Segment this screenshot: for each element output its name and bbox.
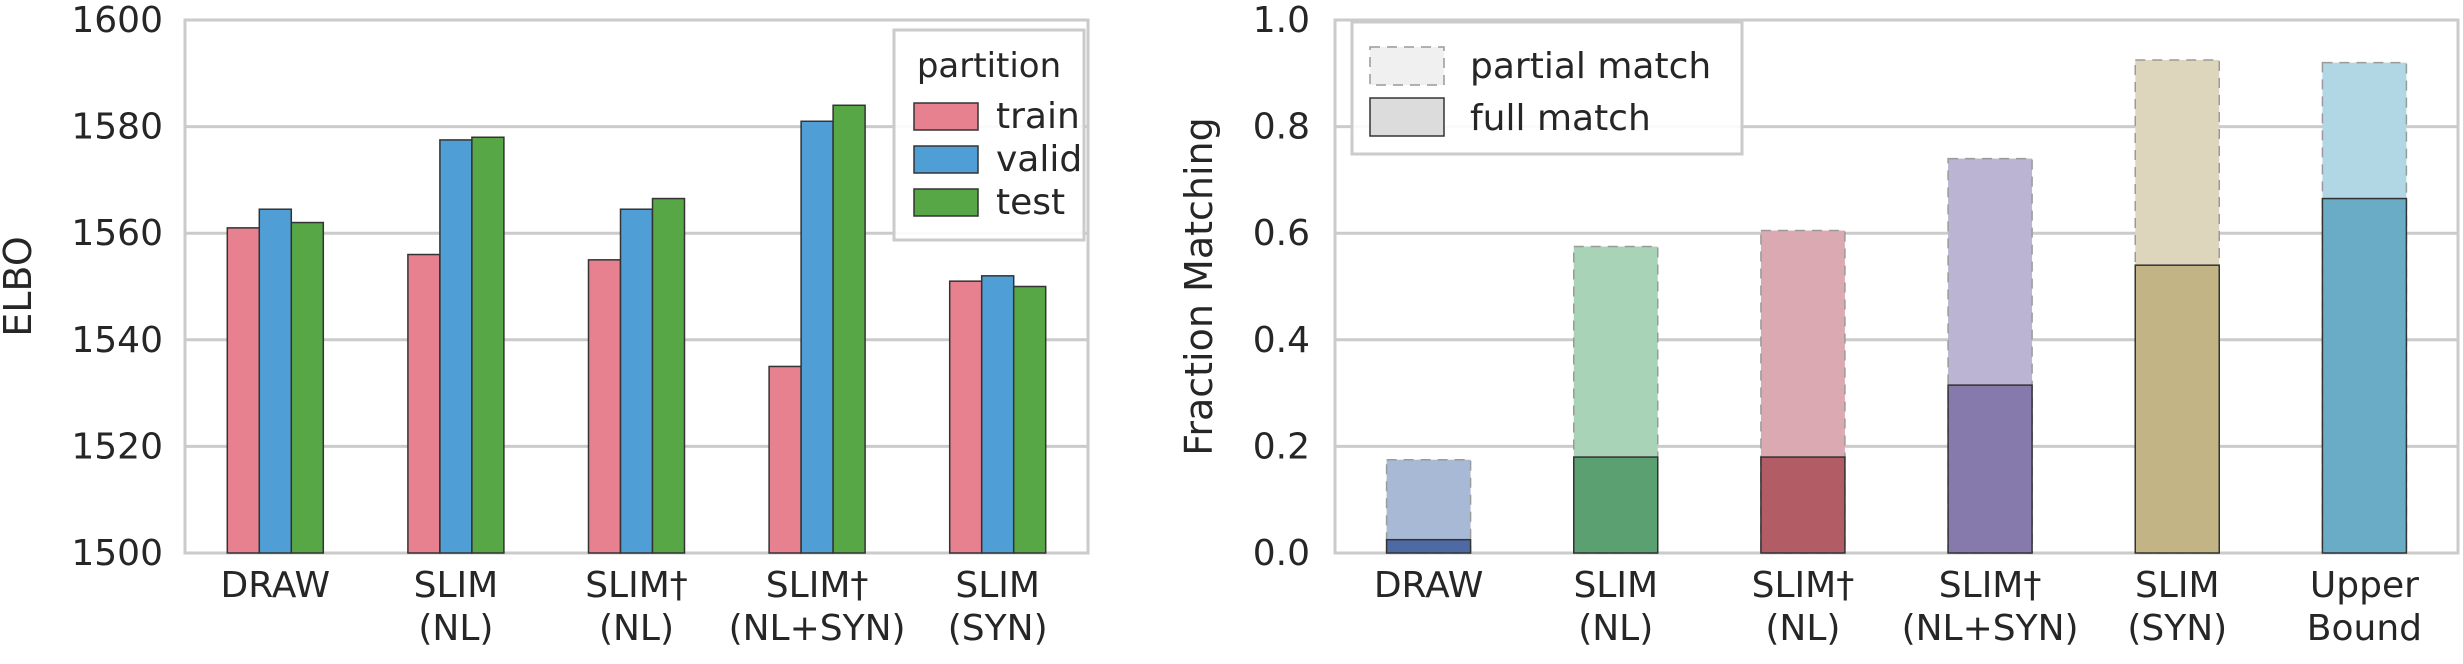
x-tick-label: SLIM (1573, 565, 1658, 606)
legend-label: train (996, 96, 1080, 137)
x-tick-label: DRAW (221, 565, 331, 606)
x-tick-label: (NL) (1578, 608, 1653, 649)
y-tick-label: 1.0 (1253, 0, 1310, 41)
y-tick-label: 0.4 (1253, 320, 1310, 361)
x-tick-label: SLIM (2135, 565, 2220, 606)
x-tick-label: SLIM† (585, 565, 688, 606)
x-tick-label: (NL) (599, 608, 674, 649)
bar-full-match (2321, 197, 2408, 554)
bar-test (651, 197, 686, 554)
x-tick-label: (NL) (418, 608, 493, 649)
bar-train (407, 253, 441, 554)
bar-full-match (1385, 538, 1472, 554)
bar-partial-match (1385, 458, 1472, 554)
legend-swatch-valid (913, 145, 979, 174)
x-tick-label: (SYN) (948, 608, 1048, 649)
x-tick-label: (NL+SYN) (729, 608, 906, 649)
x-tick-label: (NL+SYN) (1902, 608, 2079, 649)
bar-train (226, 227, 261, 554)
x-tick-label: SLIM† (766, 565, 869, 606)
bar-valid (439, 139, 473, 554)
bar-valid (258, 208, 293, 554)
y-tick-label: 1540 (71, 320, 163, 361)
y-tick-label: 0.6 (1253, 213, 1310, 254)
legend-label: full match (1470, 98, 1651, 139)
x-tick-label: (NL) (1765, 608, 1840, 649)
bar-test (471, 136, 505, 554)
bar-full-match (1573, 456, 1659, 554)
legend-swatch-train (913, 102, 979, 131)
x-tick-label: Upper (2310, 565, 2419, 606)
y-tick-label: 1600 (71, 0, 163, 41)
x-tick-label: (SYN) (2127, 608, 2227, 649)
bar-full-match (2134, 264, 2220, 554)
bar-test (1012, 285, 1047, 554)
y-tick-label: 0.2 (1253, 426, 1310, 467)
y-axis-label: ELBO (0, 236, 40, 337)
bar-test (832, 104, 866, 554)
bar-train (587, 259, 622, 554)
bar-full-match (1760, 456, 1846, 554)
y-tick-label: 1520 (71, 426, 163, 467)
legend-label: test (996, 182, 1065, 223)
bar-train (948, 280, 983, 554)
y-tick-label: 0.0 (1253, 533, 1310, 574)
fraction-matching-chart: 0.0 0.2 0.4 0.6 0.8 1.0 Fraction Matching DRAW S… (1177, 0, 2460, 649)
x-tick-label: DRAW (1374, 565, 1484, 606)
bar-valid (980, 275, 1015, 554)
legend-swatch-test (913, 188, 979, 217)
bar-valid (800, 120, 834, 554)
bar-valid (619, 208, 654, 554)
bar-test (290, 221, 325, 554)
legend-swatch-full-match (1369, 97, 1445, 137)
y-tick-label: 1500 (71, 533, 163, 574)
x-tick-label: SLIM (955, 565, 1040, 606)
y-tick-label: 1560 (71, 213, 163, 254)
legend-swatch-partial-match (1369, 46, 1445, 86)
legend-title: partition (917, 46, 1061, 86)
x-tick-label: SLIM† (1752, 565, 1855, 606)
y-tick-label: 1580 (71, 107, 163, 148)
legend-label: partial match (1470, 46, 1711, 87)
y-tick-label: 0.8 (1253, 107, 1310, 148)
bar-full-match (1947, 384, 2033, 554)
x-tick-label: SLIM† (1939, 565, 2042, 606)
x-tick-label: Bound (2307, 608, 2422, 649)
legend-label: valid (996, 139, 1082, 180)
plot-frame (1333, 18, 2460, 555)
x-tick-label: SLIM (414, 565, 499, 606)
bar-train (768, 365, 802, 554)
y-axis-label: Fraction Matching (1177, 117, 1221, 455)
